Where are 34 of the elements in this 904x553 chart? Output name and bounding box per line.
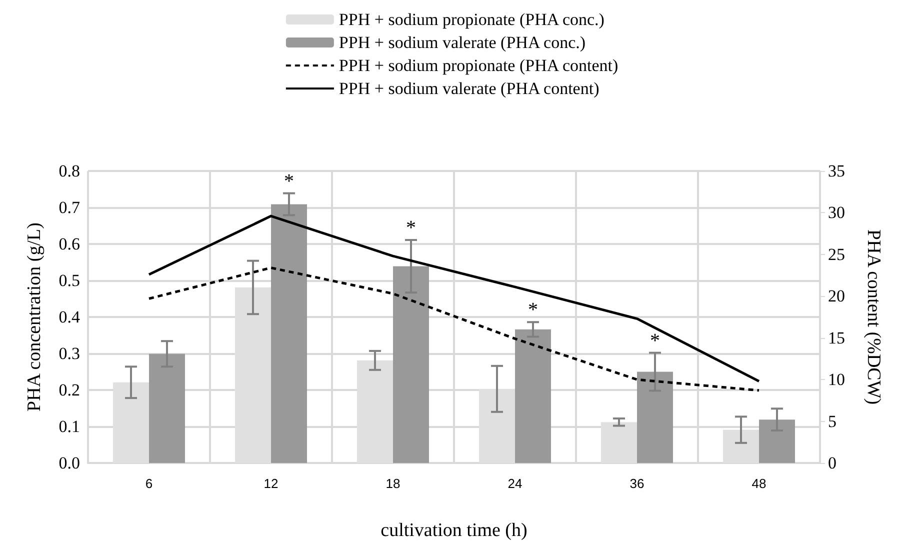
y-tick-label: 0.2 [58, 380, 80, 400]
y2-tick-label: 15 [828, 328, 845, 348]
y-axis-title: PHA concentration (g/L) [24, 222, 45, 412]
y2-tick-label: 0 [828, 454, 836, 472]
y-tick-label: 0.3 [58, 344, 80, 363]
y2-tick-label: 35 [828, 162, 845, 180]
annotation: * [284, 170, 294, 192]
y2-tick-label: 20 [828, 286, 845, 306]
x-tick-label: 48 [752, 476, 766, 491]
x-tick-label: 24 [508, 476, 522, 491]
legend-label: PPH + sodium valerate (PHA conc.) [338, 33, 586, 52]
y-tick-label: 0.6 [58, 234, 80, 254]
legend-label: PPH + sodium valerate (PHA content) [338, 79, 600, 98]
y-tick-label: 0.4 [58, 308, 80, 326]
legend-label: PPH + sodium propionate (PHA conc.) [338, 10, 604, 29]
y2-tick-label: 10 [828, 370, 845, 390]
x-tick-label: 6 [145, 476, 153, 491]
y-tick-label: 0.1 [58, 417, 80, 436]
y2-tick-label: 5 [828, 412, 836, 431]
y2-tick-label: 25 [828, 244, 845, 264]
y-tick-label: 0.5 [58, 271, 80, 290]
y-tick-label: 0.0 [58, 454, 80, 472]
x-axis-title: cultivation time (h) [380, 520, 528, 541]
annotation: * [406, 216, 416, 239]
y2-tick-label: 30 [828, 203, 845, 222]
y-tick-label: 0.7 [58, 198, 80, 217]
x-tick-label: 18 [386, 476, 400, 491]
x-tick-label: 12 [264, 476, 278, 491]
y-tick-label: 0.8 [58, 162, 80, 180]
annotation: * [528, 299, 538, 322]
legend-label: PPH + sodium propionate (PHA content) [338, 56, 618, 75]
x-tick-label: 36 [630, 476, 644, 491]
annotation: * [650, 330, 660, 352]
y2-axis-title: PHA content (%DCW) [863, 229, 884, 405]
